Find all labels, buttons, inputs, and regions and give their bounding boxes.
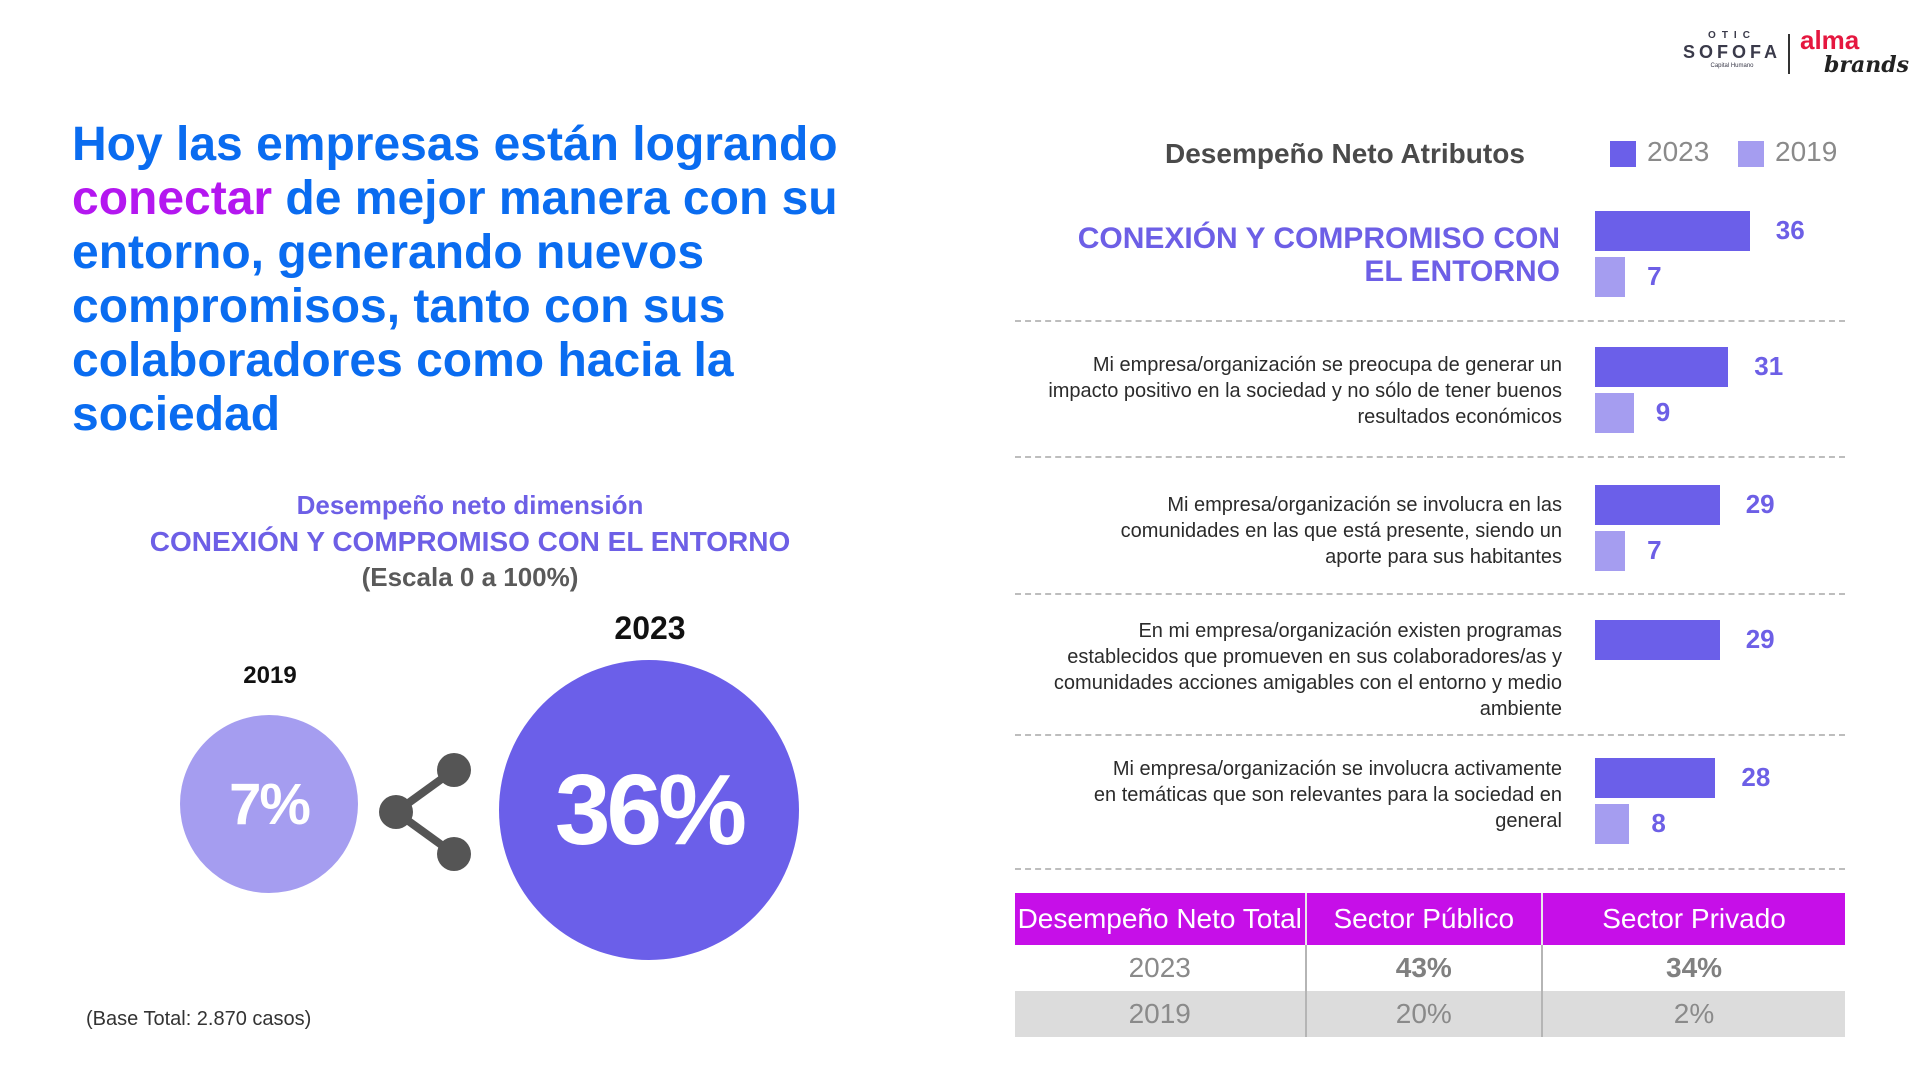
bar-2023-cat0 xyxy=(1595,211,1750,251)
category-label-3: En mi empresa/organización existen progr… xyxy=(1053,620,1562,720)
table-cell: 34% xyxy=(1541,945,1845,991)
otic-logo-main: SOFOFA xyxy=(1682,42,1781,62)
table-header: Sector Público xyxy=(1304,893,1543,945)
table-row: 2019 20% 2% xyxy=(1015,991,1845,1037)
logo-divider xyxy=(1788,34,1790,74)
legend-2023-label: 2023 xyxy=(1647,136,1710,167)
alma-logo-bottom: brands xyxy=(1824,52,1909,78)
headline-accent: conectar xyxy=(72,172,273,225)
otic-sofofa-logo: OTIC SOFOFA Capital Humano xyxy=(1682,30,1782,70)
bar-value-2023-cat1: 31 xyxy=(1754,351,1784,381)
base-note: (Base Total: 2.870 casos) xyxy=(86,1008,312,1030)
table-header-row: Desempeño Neto Total Sector Público Sect… xyxy=(1015,893,1845,945)
legend-2023-swatch xyxy=(1610,141,1636,167)
category-label-2: Mi empresa/organización se involucra en … xyxy=(1120,494,1562,568)
bar-2023-cat1 xyxy=(1595,347,1729,387)
bar-2019-cat2 xyxy=(1595,531,1626,571)
headline-part1: Hoy las empresas están logrando xyxy=(72,118,838,171)
table-header: Sector Privado xyxy=(1541,893,1845,945)
year-2023-label: 2023 xyxy=(614,610,686,646)
bar-value-2023-cat4: 28 xyxy=(1741,762,1771,792)
row-divider xyxy=(1015,868,1845,870)
category-label-1: Mi empresa/organización se preocupa de g… xyxy=(1048,354,1562,428)
circle-2019-value: 7% xyxy=(229,771,311,837)
bar-value-2019-cat4: 8 xyxy=(1651,808,1666,838)
headline: Hoy las empresas están logrando conectar… xyxy=(72,118,942,442)
bar-value-2023-cat0: 36 xyxy=(1775,215,1805,245)
row-divider xyxy=(1015,593,1845,595)
bar-2023-cat2 xyxy=(1595,485,1720,525)
table-cell: 2% xyxy=(1541,991,1845,1037)
row-divider xyxy=(1015,456,1845,458)
chart-title: Desempeño Neto Atributos xyxy=(1165,138,1525,169)
bar-value-2019-cat1: 9 xyxy=(1655,397,1671,427)
bar-value-2023-cat2: 29 xyxy=(1745,489,1775,519)
alma-logo-top: alma xyxy=(1800,25,1860,55)
bar-value-2019-cat2: 7 xyxy=(1647,535,1662,565)
bar-value-2019-cat0: 7 xyxy=(1647,261,1662,291)
table-cell: 2019 xyxy=(1015,991,1306,1037)
bar-2019-cat4 xyxy=(1595,804,1630,844)
dimension-name: CONEXIÓN Y COMPROMISO CON EL ENTORNO xyxy=(149,526,791,557)
circle-2019: 7% xyxy=(180,715,358,893)
bar-2019-cat0 xyxy=(1595,257,1626,297)
bar-2023-cat4 xyxy=(1595,758,1716,798)
table-cell: 2023 xyxy=(1128,952,1191,983)
row-divider xyxy=(1015,734,1845,736)
bar-2023-cat3 xyxy=(1595,620,1720,660)
summary-table: Desempeño Neto Total Sector Público Sect… xyxy=(1015,893,1845,1037)
table-cell: 43% xyxy=(1304,945,1543,991)
alma-brands-logo: alma brands xyxy=(1800,26,1910,76)
row-divider xyxy=(1015,320,1845,322)
share-icon xyxy=(379,753,471,871)
dimension-title: Desempeño neto dimensión xyxy=(296,490,644,520)
legend-2019-swatch xyxy=(1738,141,1764,167)
dimension-scale: (Escala 0 a 100%) xyxy=(361,562,579,592)
circle-2023: 36% xyxy=(499,660,799,960)
legend-2019-label: 2019 xyxy=(1775,136,1838,167)
table-row: 2023 43% 34% xyxy=(1015,945,1845,991)
table-header: Desempeño Neto Total xyxy=(1015,893,1306,945)
otic-logo-sub: Capital Humano xyxy=(1710,63,1754,69)
headline-part2: de mejor manera con su entorno, generand… xyxy=(72,172,838,441)
circle-2023-value: 36% xyxy=(554,753,747,866)
category-label-main: CONEXIÓN Y COMPROMISO CON EL ENTORNO xyxy=(1077,222,1560,288)
category-label-4: Mi empresa/organización se involucra act… xyxy=(1093,758,1562,832)
table-cell: 20% xyxy=(1304,991,1543,1037)
year-2019-label: 2019 xyxy=(243,662,297,689)
otic-logo-top: OTIC xyxy=(1708,30,1756,41)
bar-2019-cat1 xyxy=(1595,393,1634,433)
bar-value-2023-cat3: 29 xyxy=(1745,624,1775,654)
